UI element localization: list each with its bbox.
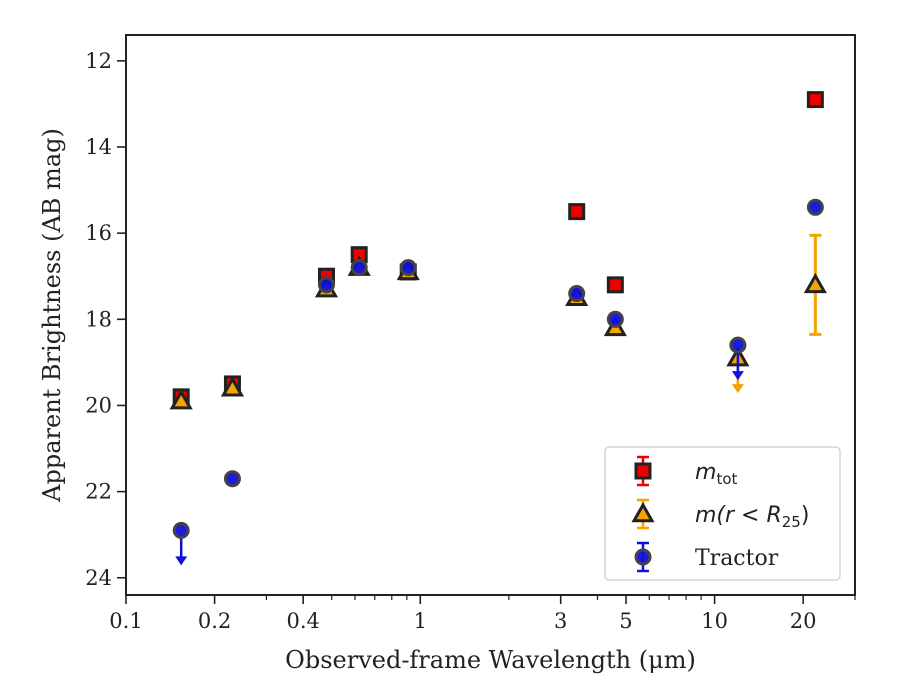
data-point <box>729 336 747 354</box>
x-tick-label: 1 <box>414 609 427 633</box>
legend-label: Tractor <box>695 546 779 571</box>
data-point <box>806 91 824 109</box>
y-tick-label: 16 <box>85 221 112 245</box>
legend-marker <box>634 548 652 566</box>
y-axis-label: Apparent Brightness (AB mag) <box>38 128 66 503</box>
data-point <box>568 203 586 221</box>
x-tick-label: 3 <box>554 609 567 633</box>
legend-label: m(r < R25) <box>695 503 809 531</box>
legend: mtot m(r < R25) Tractor <box>604 446 841 581</box>
plot-frame <box>125 34 856 596</box>
upper-limit-arrowhead <box>175 556 188 566</box>
data-point <box>806 198 824 216</box>
series-circle-points <box>172 198 824 566</box>
data-point <box>350 259 368 277</box>
data-point <box>223 470 241 488</box>
data-point <box>606 276 624 294</box>
x-tick-label: 0.1 <box>109 609 142 633</box>
data-point <box>803 272 827 294</box>
data-point <box>568 284 586 302</box>
y-tick-label: 18 <box>85 307 112 331</box>
data-point <box>169 389 193 410</box>
x-tick-label: 20 <box>790 609 817 633</box>
upper-limit-arrowhead <box>731 384 744 394</box>
y-tick-label: 20 <box>85 393 112 417</box>
x-tick-label: 5 <box>619 609 632 633</box>
data-point <box>220 376 245 397</box>
x-axis-label: Observed-frame Wavelength (μm) <box>285 646 696 674</box>
x-tick-label: 0.2 <box>198 609 231 633</box>
legend-marker <box>634 462 652 480</box>
x-axis: 0.1 0.2 0.4 1 3 5 10 20 <box>109 595 856 633</box>
data-point <box>606 310 624 328</box>
data-point <box>172 521 190 539</box>
x-tick-label: 10 <box>701 609 728 633</box>
data-point <box>317 276 335 294</box>
y-tick-label: 14 <box>85 135 112 159</box>
series-square-points <box>172 91 824 406</box>
y-tick-label: 24 <box>85 566 112 590</box>
y-tick-label: 12 <box>85 49 112 73</box>
x-tick-label: 0.4 <box>286 609 319 633</box>
series-triangle-points <box>169 233 827 410</box>
legend-box <box>604 446 841 581</box>
plot-area <box>169 91 827 566</box>
y-tick-label: 22 <box>85 480 112 504</box>
upper-limit-arrowhead <box>731 371 744 381</box>
legend-marker <box>631 501 655 523</box>
data-point <box>399 259 417 277</box>
legend-label: mtot <box>695 460 737 488</box>
y-axis: 12 14 16 18 20 22 24 <box>85 49 126 590</box>
